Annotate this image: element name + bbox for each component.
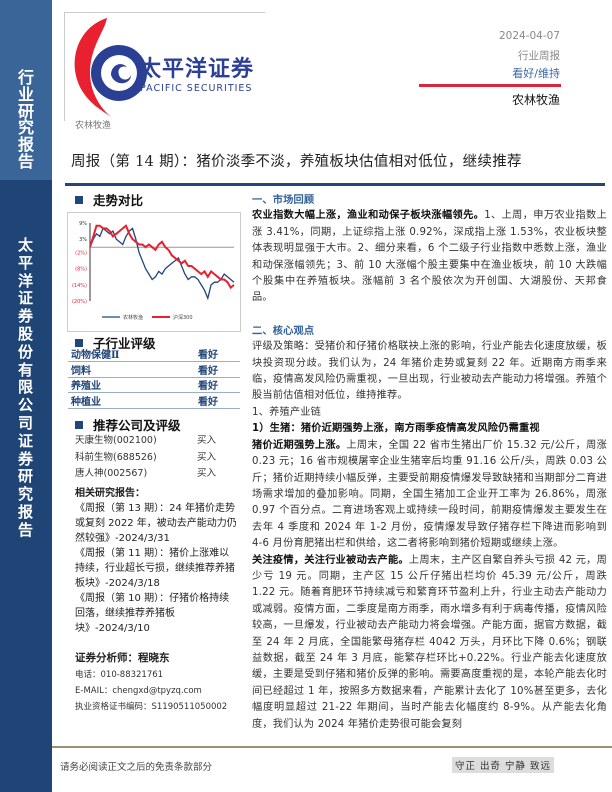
trend-heading-text: 走势对比 [93, 193, 144, 208]
spacer [252, 307, 607, 323]
company-rating: 买入 [197, 468, 217, 479]
y-tick-label: (2%) [75, 251, 87, 257]
section-heading: 一、市场回顾 [252, 192, 607, 208]
company-name: 唐人神(002567) [75, 468, 148, 479]
main-body: 一、市场回顾农业指数大幅上涨，渔业和动保子板块涨幅领先。1、上周，申万农业指数上… [252, 192, 607, 733]
paragraph: 猪价近期强势上涨。上周末，全国 22 省市生猪出厂价 15.32 元/公斤，周涨… [252, 438, 607, 553]
body-text: 上周末，主产区自繁自养头亏损 42 元，周少亏 19 元。同期，主产区 15 公… [252, 554, 608, 730]
sub-industry-name: 种植业 [71, 396, 101, 408]
industry-rating: 看好/维持 [512, 67, 560, 80]
sub-industry-rating: 看好 [198, 396, 218, 408]
paragraph: 1）生猪：猪价近期强势上涨，南方雨季疫情高发风险仍需重视 [252, 421, 607, 437]
company-motto: 守正 出奇 宁静 致远 [452, 757, 555, 773]
related-report-link[interactable]: 《周报（第 13 期）：24 年猪价走势或复刻 2022 年，被动去产能动力仍然… [75, 503, 237, 544]
section-heading: 二、核心观点 [252, 323, 607, 339]
y-tick-label: (20%) [72, 299, 87, 305]
analyst-email[interactable]: E-MAIL：chengxd@tpyzq.com [75, 686, 202, 696]
sector-label: 农林牧渔 [75, 121, 112, 131]
sub-industry-row: 动物保健Ⅱ 看好 [68, 346, 240, 362]
sidebar-bottom [0, 180, 52, 792]
body-text: 1、养殖产业链 [252, 406, 322, 418]
related-reports: 相关研究报告： 《周报（第 13 期）：24 年猪价走势或复刻 2022 年，被… [75, 486, 237, 636]
bullet-square-icon [75, 339, 83, 347]
series-line-1 [89, 224, 235, 290]
y-tick-label: (14%) [72, 283, 87, 289]
sidebar-report-label: 行业研究报告 [18, 68, 35, 171]
body-text: 上周末，全国 22 省市生猪出厂价 15.32 元/公斤，周涨 0.23 元；1… [252, 439, 607, 550]
report-type: 行业周报 [518, 50, 560, 62]
logo-emblem-icon [74, 18, 147, 117]
body-text: 二、核心观点 [252, 324, 315, 337]
sub-rating-heading-text: 子行业评级 [93, 336, 156, 351]
trend-heading: 走势对比 [75, 190, 143, 209]
logo-text-cn: 太平洋证券 [139, 57, 255, 82]
company-name: 天康生物(002100) [75, 435, 157, 446]
body-text: 1、上周，申万农业指数上涨 3.41%，同期，上证综指上涨 0.92%，深成指上… [252, 210, 607, 304]
bold-lead-text: 1）生猪：猪价近期强势上涨，南方雨季疫情高发风险仍需重视 [252, 423, 540, 435]
bold-lead-text: 关注疫情，关注行业被动去产能。 [252, 554, 409, 566]
related-report-link[interactable]: 《周报（第 11 期）：猪价上涨难以持续，行业超长亏损，继续推荐养猪板块》-20… [75, 548, 235, 589]
related-heading: 相关研究报告： [75, 488, 145, 499]
bold-lead-text: 农业指数大幅上涨，渔业和动保子板块涨幅领先。 [252, 210, 485, 222]
y-tick-label: 3% [79, 237, 87, 243]
analyst-name: 证券分析师：程晓东 [75, 652, 170, 664]
sidebar-company-label: 太平洋证券股份有限公司证券研究报告 [17, 236, 33, 539]
analyst-phone: 电话：010-88321761 [75, 670, 164, 680]
sub-industry-rating: 看好 [198, 365, 218, 377]
company-rating: 买入 [197, 451, 217, 463]
divider [419, 84, 561, 87]
page-title: 周报（第 14 期）：猪价淡季不淡，养殖板块估值相对低位，继续推荐 [71, 154, 522, 170]
paragraph: 1、养殖产业链 [252, 405, 607, 421]
related-report-link[interactable]: 《周报（第 10 期）：仔猪价格持续回落，继续推荐养猪板块》-2024/3/10 [75, 593, 230, 634]
series-line-0 [89, 227, 235, 301]
sub-industry-name: 养殖业 [71, 381, 101, 392]
bold-lead-text: 猪价近期强势上涨。 [252, 439, 347, 451]
sector-name: 农林牧渔 [511, 93, 560, 107]
y-tick-label: 9% [79, 221, 87, 227]
body-text: 一、市场回顾 [252, 194, 315, 206]
divider [52, 746, 612, 748]
company-name: 科前生物(688526) [75, 451, 157, 463]
recommended-company-row: 天康生物(002100) 买入 [75, 432, 216, 446]
sub-rating-heading: 子行业评级 [75, 333, 156, 352]
company-rating: 买入 [197, 435, 217, 446]
recommended-company-row: 科前生物(688526) 买入 [75, 449, 216, 463]
legend-label: 沪深300 [173, 314, 193, 321]
sub-industry-name: 饲料 [71, 365, 91, 377]
report-date: 2024-04-07 [498, 30, 560, 42]
paragraph: 评级及策略：受猪价和仔猪价格联袂上涨的影响，行业产能去化速度放缓，板块投资现分歧… [252, 339, 607, 405]
sub-industry-rating: 看好 [198, 381, 218, 392]
recommend-heading: 推荐公司及评级 [75, 415, 181, 434]
sidebar-top [0, 0, 52, 180]
bullet-square-icon [75, 196, 83, 204]
sub-industry-rating: 看好 [198, 350, 218, 361]
sub-industry-name: 动物保健Ⅱ [71, 350, 120, 361]
analyst-cert: 执业资格证书编码：S1190511050002 [75, 702, 228, 712]
divider [65, 183, 605, 186]
logo-text-en: PACIFIC SECURITIES [140, 83, 253, 94]
y-tick-label: (8%) [75, 267, 87, 273]
paragraph: 关注疫情，关注行业被动去产能。上周末，主产区自繁自养头亏损 42 元，周少亏 1… [252, 553, 607, 733]
recommend-heading-text: 推荐公司及评级 [93, 418, 181, 433]
disclaimer-note: 请务必阅读正文之后的免责条款部分 [60, 762, 213, 773]
logo: 太平洋证券 PACIFIC SECURITIES [64, 12, 265, 121]
bullet-square-icon [75, 421, 83, 429]
recommended-company-row: 唐人神(002567) 买入 [75, 465, 216, 479]
sub-industry-row: 养殖业 看好 [68, 377, 240, 393]
paragraph: 农业指数大幅上涨，渔业和动保子板块涨幅领先。1、上周，申万农业指数上涨 3.41… [252, 208, 607, 306]
legend-label: 农林牧渔 [123, 314, 143, 321]
sub-industry-row: 饲料 看好 [68, 362, 240, 378]
sub-industry-row: 种植业 看好 [68, 393, 240, 409]
trend-chart-svg: 9% 3% (2%) (8%) (14%) (20%) 农林牧渔 沪深300 [72, 221, 235, 321]
trend-chart: 9% 3% (2%) (8%) (14%) (20%) 农林牧渔 沪深300 [67, 212, 241, 332]
body-text: 评级及策略：受猪价和仔猪价格联袂上涨的影响，行业产能去化速度放缓，板块投资现分歧… [252, 341, 607, 402]
